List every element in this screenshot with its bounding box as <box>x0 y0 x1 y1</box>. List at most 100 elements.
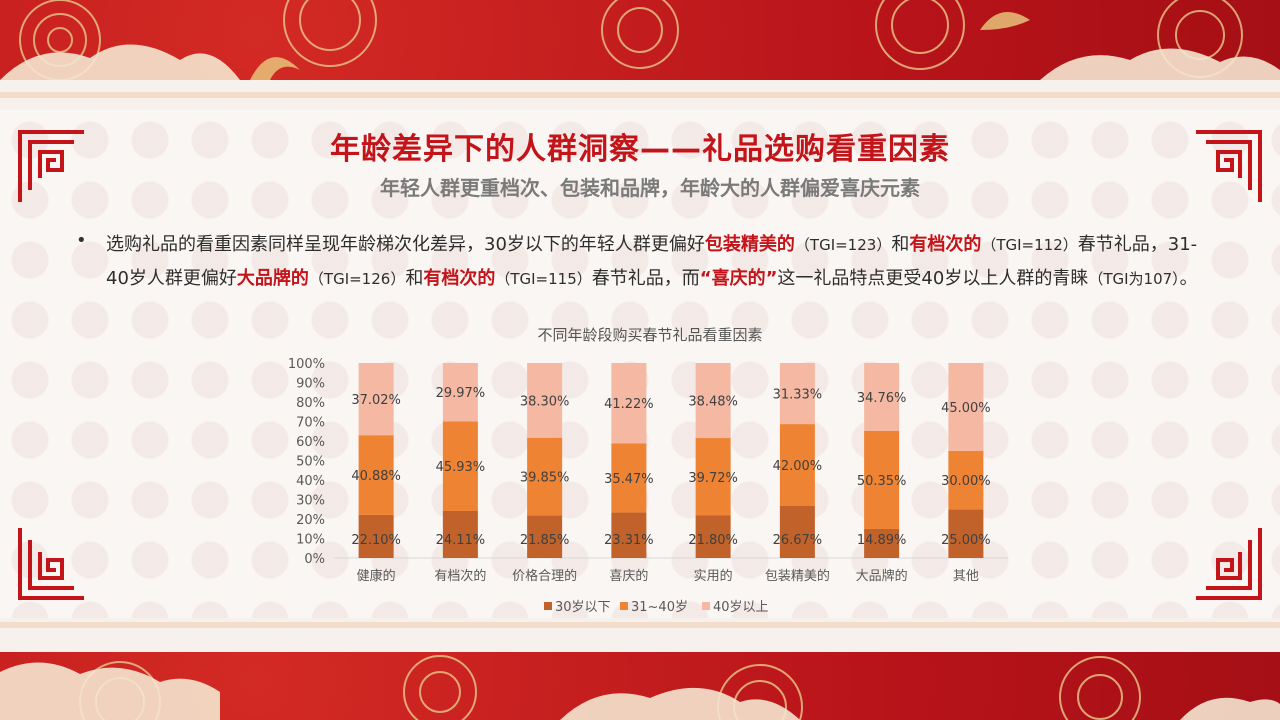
data-label: 34.76% <box>857 391 907 406</box>
summary-segment: 有档次的 <box>423 268 496 289</box>
bar-segment <box>611 363 647 444</box>
summary-segment: 和 <box>891 234 910 255</box>
bullet-dot: • <box>76 230 87 251</box>
y-tick-label: 30% <box>296 494 325 509</box>
summary-segment: （TGI=123） <box>794 236 892 254</box>
data-label: 21.80% <box>688 533 738 548</box>
data-label: 40.88% <box>351 469 401 484</box>
bar-segment <box>358 435 394 515</box>
y-tick-label: 50% <box>296 455 325 470</box>
bar-segment <box>864 363 900 431</box>
summary-segment: 有档次的 <box>909 234 982 255</box>
y-tick-label: 80% <box>296 396 325 411</box>
x-tick-label: 价格合理的 <box>512 568 577 584</box>
data-label: 24.11% <box>436 533 486 548</box>
bar-segment <box>527 363 563 438</box>
bar-segment <box>611 512 647 558</box>
corner-ornament-icon <box>1196 130 1262 202</box>
summary-segment: 春节礼品，31-40岁人群更偏好 <box>106 234 1198 289</box>
y-tick-label: 10% <box>296 533 325 548</box>
bar-segment <box>948 509 984 558</box>
bar-segment <box>695 363 731 439</box>
data-label: 14.89% <box>857 533 907 548</box>
data-label: 41.22% <box>604 397 654 412</box>
y-tick-label: 70% <box>296 416 325 431</box>
data-label: 21.85% <box>520 533 570 548</box>
bar-segment <box>948 450 984 510</box>
x-tick-label: 实用的 <box>694 568 733 584</box>
peony-pattern-icon <box>0 655 1280 720</box>
bar-segment <box>442 510 478 558</box>
corner-ornament-icon <box>18 528 84 600</box>
data-label: 26.67% <box>773 533 823 548</box>
y-tick-label: 60% <box>296 435 325 450</box>
bottom-stripe <box>0 622 1280 628</box>
bar-segment <box>358 363 394 436</box>
bar-segment <box>358 514 394 558</box>
summary-segment: （TGI=112） <box>981 236 1078 254</box>
data-label: 29.97% <box>436 386 486 401</box>
chart-title: 不同年龄段购买春节礼品看重因素 <box>537 326 763 344</box>
top-stripe <box>0 92 1280 98</box>
bar-segment <box>611 443 647 513</box>
bar-segment <box>948 363 984 451</box>
bar-segment <box>442 421 478 511</box>
data-label: 31.33% <box>773 388 823 403</box>
legend-label: 30岁以下 <box>555 600 611 615</box>
summary-segment: （TGI为107） <box>1088 270 1180 288</box>
data-label: 22.10% <box>351 533 401 548</box>
peony-pattern-icon <box>0 0 1280 80</box>
bar-segment <box>695 438 731 516</box>
x-tick-label: 其他 <box>953 569 979 584</box>
bar-segment <box>864 430 900 529</box>
bar-segment <box>695 515 731 558</box>
data-label: 23.31% <box>604 533 654 548</box>
summary-segment: 这一礼品特点更受40岁以上人群的青睐 <box>777 268 1089 289</box>
x-tick-label: 有档次的 <box>434 568 486 584</box>
data-label: 39.72% <box>688 471 738 486</box>
top-decor-band <box>0 0 1280 80</box>
bar-segment <box>864 528 900 558</box>
legend-swatch <box>544 602 552 610</box>
data-label: 45.93% <box>436 460 486 475</box>
summary-segment: “喜庆的” <box>699 268 778 289</box>
data-label: 45.00% <box>941 401 991 416</box>
legend-label: 31~40岁 <box>631 600 688 615</box>
y-tick-label: 100% <box>288 357 325 372</box>
summary-segment: 包装精美的 <box>704 234 795 255</box>
x-tick-label: 喜庆的 <box>609 568 648 584</box>
bar-segment <box>779 505 815 558</box>
legend-label: 40岁以上 <box>713 600 769 615</box>
corner-ornament-icon <box>1196 528 1262 600</box>
bar-segment <box>527 515 563 558</box>
data-label: 39.85% <box>520 471 570 486</box>
bar-segment <box>527 437 563 516</box>
bar-segment <box>779 424 815 506</box>
data-label: 35.47% <box>604 472 654 487</box>
legend-swatch <box>620 602 628 610</box>
y-tick-label: 90% <box>296 377 325 392</box>
data-label: 38.30% <box>520 394 570 409</box>
y-tick-label: 0% <box>304 552 325 567</box>
corner-ornament-icon <box>18 130 84 202</box>
x-tick-label: 大品牌的 <box>856 568 908 584</box>
page-title: 年龄差异下的人群洞察——礼品选购看重因素 <box>330 132 950 167</box>
summary-segment: 大品牌的 <box>236 268 309 289</box>
bottom-decor-band <box>0 652 1280 720</box>
summary-segment: 。 <box>1179 268 1198 289</box>
bar-segment <box>779 363 815 425</box>
data-label: 37.02% <box>351 393 401 408</box>
summary-segment: （TGI=115） <box>495 270 592 288</box>
x-tick-label: 健康的 <box>357 568 396 584</box>
legend-swatch <box>702 602 710 610</box>
summary-paragraph: 选购礼品的看重因素同样呈现年龄梯次化差异，30岁以下的年轻人群更偏好包装精美的（… <box>106 228 1216 296</box>
data-label: 38.48% <box>688 395 738 410</box>
x-tick-label: 包装精美的 <box>765 568 830 584</box>
data-label: 30.00% <box>941 474 991 489</box>
summary-segment: 和 <box>405 268 424 289</box>
page-subtitle: 年轻人群更重档次、包装和品牌，年龄大的人群偏爱喜庆元素 <box>380 176 920 200</box>
summary-segment: 选购礼品的看重因素同样呈现年龄梯次化差异，30岁以下的年轻人群更偏好 <box>106 234 705 255</box>
data-label: 50.35% <box>857 474 907 489</box>
bar-segment <box>442 362 478 422</box>
